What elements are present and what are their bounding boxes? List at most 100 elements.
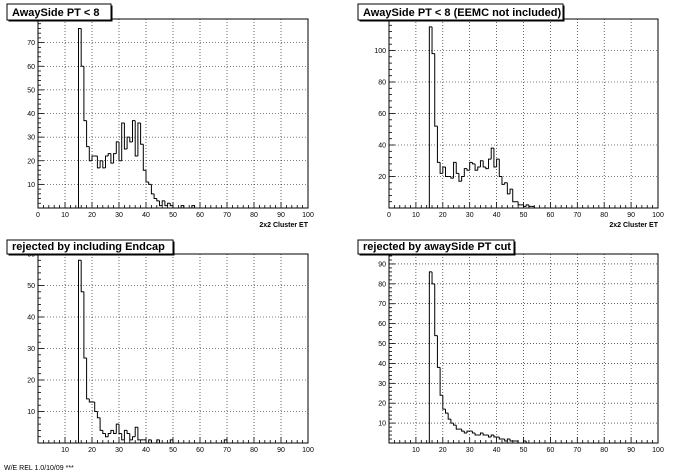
- histogram-bin: [474, 163, 478, 171]
- histogram-bin: [436, 335, 441, 368]
- histogram-bin: [137, 427, 141, 441]
- histogram-bin: [96, 156, 101, 169]
- histogram-bin: [488, 435, 492, 438]
- histogram-bin: [453, 423, 457, 426]
- histogram-bin: [172, 439, 176, 444]
- histogram-bin: [509, 188, 513, 194]
- histogram-bin: [506, 438, 511, 442]
- x-tick-label: 20: [88, 212, 96, 219]
- x-tick-label: 70: [223, 212, 231, 219]
- histogram-bin: [439, 162, 443, 174]
- histogram-bin: [148, 182, 152, 185]
- histogram-bin: [504, 439, 508, 442]
- histogram-bin: [180, 205, 184, 208]
- histogram-bin: [115, 423, 119, 434]
- histogram-bin: [105, 155, 109, 168]
- histogram-bin: [78, 259, 82, 443]
- y-tick-label: 70: [378, 301, 386, 308]
- x-tick-label: 90: [627, 447, 635, 454]
- y-tick-label: 60: [378, 111, 386, 118]
- histogram-bin: [453, 161, 457, 179]
- histogram-bin: [78, 27, 82, 208]
- histogram-bin: [498, 437, 502, 440]
- histogram-bin: [455, 425, 459, 430]
- x-tick-label: 20: [439, 212, 447, 219]
- y-tick-label: 20: [27, 378, 35, 385]
- histogram-bin: [105, 433, 109, 438]
- histogram-bin: [159, 439, 163, 444]
- y-tick-label: 40: [378, 143, 386, 150]
- x-tick-label: 60: [196, 447, 204, 454]
- histogram-bin: [463, 168, 468, 177]
- x-tick-label: 100: [302, 447, 314, 454]
- y-tick-label: 30: [378, 381, 386, 388]
- histogram-bin: [431, 271, 435, 285]
- histogram-bin: [450, 419, 454, 424]
- histogram-bin: [533, 206, 537, 209]
- y-tick-label: 20: [378, 174, 386, 181]
- x-axis-label: 2x2 Cluster ET: [259, 222, 308, 229]
- y-tick-label: 10: [27, 409, 35, 416]
- x-tick-label: 30: [115, 447, 123, 454]
- histogram-bin: [80, 260, 84, 293]
- panel-title: rejected by including Endcap: [12, 241, 165, 253]
- histogram-bin: [132, 120, 136, 142]
- histogram-bin: [91, 155, 95, 161]
- histogram-panel-rejected-awayside-pt: 10 20 30 40 50 60 70 80 90 100 10 20 30 40 50 60 70 80 90 r…: [357, 239, 664, 454]
- x-tick-label: 50: [169, 212, 177, 219]
- histogram-bin: [150, 439, 155, 444]
- histogram-bin: [498, 159, 502, 177]
- histogram-bin: [102, 430, 106, 435]
- title-box: [6, 3, 112, 21]
- histogram-bin: [153, 193, 157, 200]
- y-tick-label: 10: [27, 182, 35, 189]
- y-tick-label: 90: [378, 261, 386, 268]
- x-tick-label: 30: [115, 212, 123, 219]
- x-tick-label: 10: [412, 212, 420, 219]
- histogram-bin: [88, 398, 92, 403]
- x-tick-label: 70: [573, 212, 581, 219]
- title-box: [6, 239, 174, 255]
- histogram-bin: [123, 429, 128, 440]
- histogram-bin: [512, 189, 516, 203]
- histogram-bin: [121, 433, 125, 441]
- histogram-bin: [99, 160, 103, 168]
- histogram-bin: [506, 182, 511, 195]
- histogram-bin: [164, 200, 168, 207]
- histogram-bin: [156, 439, 160, 443]
- y-tick-label: 70: [27, 40, 35, 47]
- histogram-bin: [169, 203, 173, 207]
- histogram-bin: [159, 200, 163, 207]
- histogram-bin: [86, 357, 90, 400]
- histogram-bin: [183, 205, 187, 209]
- histogram-bin: [118, 424, 122, 435]
- histogram-bin: [461, 429, 465, 432]
- histogram-bin: [444, 167, 449, 177]
- x-tick-label: 20: [88, 447, 96, 454]
- x-tick-label: 100: [652, 212, 664, 219]
- histogram-bin: [523, 440, 527, 443]
- x-tick-label: 60: [547, 447, 555, 454]
- histogram-bin: [525, 204, 529, 207]
- histogram-bin: [504, 182, 508, 185]
- histogram-bin: [482, 160, 486, 168]
- y-tick-label: 30: [27, 135, 35, 142]
- histogram-bin: [121, 122, 125, 161]
- panel-title: AwaySide PT < 8 (EEMC not included): [363, 7, 561, 19]
- histogram-bin: [488, 158, 492, 169]
- x-tick-label: 40: [493, 447, 501, 454]
- x-tick-label: 40: [142, 447, 150, 454]
- histogram-bin: [450, 176, 454, 179]
- histogram-bin: [436, 126, 441, 163]
- histogram-bin: [458, 173, 462, 182]
- histogram-bin: [434, 53, 438, 127]
- x-tick-label: 10: [61, 447, 69, 454]
- x-tick-label: 0: [387, 212, 391, 219]
- histogram-bin: [113, 153, 117, 164]
- histogram-bin: [471, 431, 476, 434]
- histogram-bin: [86, 120, 90, 148]
- histogram-bin: [474, 433, 478, 436]
- x-tick-label: 60: [196, 212, 204, 219]
- histogram-bin: [493, 435, 497, 438]
